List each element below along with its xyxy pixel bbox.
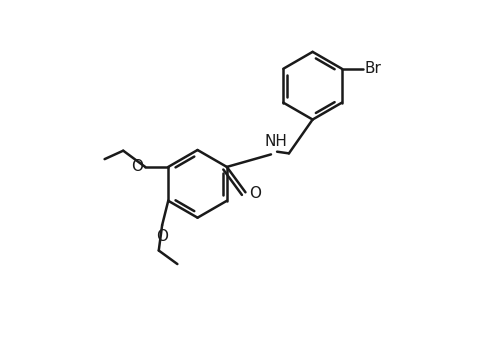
Text: O: O (156, 229, 168, 244)
Text: Br: Br (364, 61, 381, 76)
Text: O: O (131, 159, 143, 174)
Text: NH: NH (265, 134, 288, 149)
Text: O: O (249, 186, 261, 202)
